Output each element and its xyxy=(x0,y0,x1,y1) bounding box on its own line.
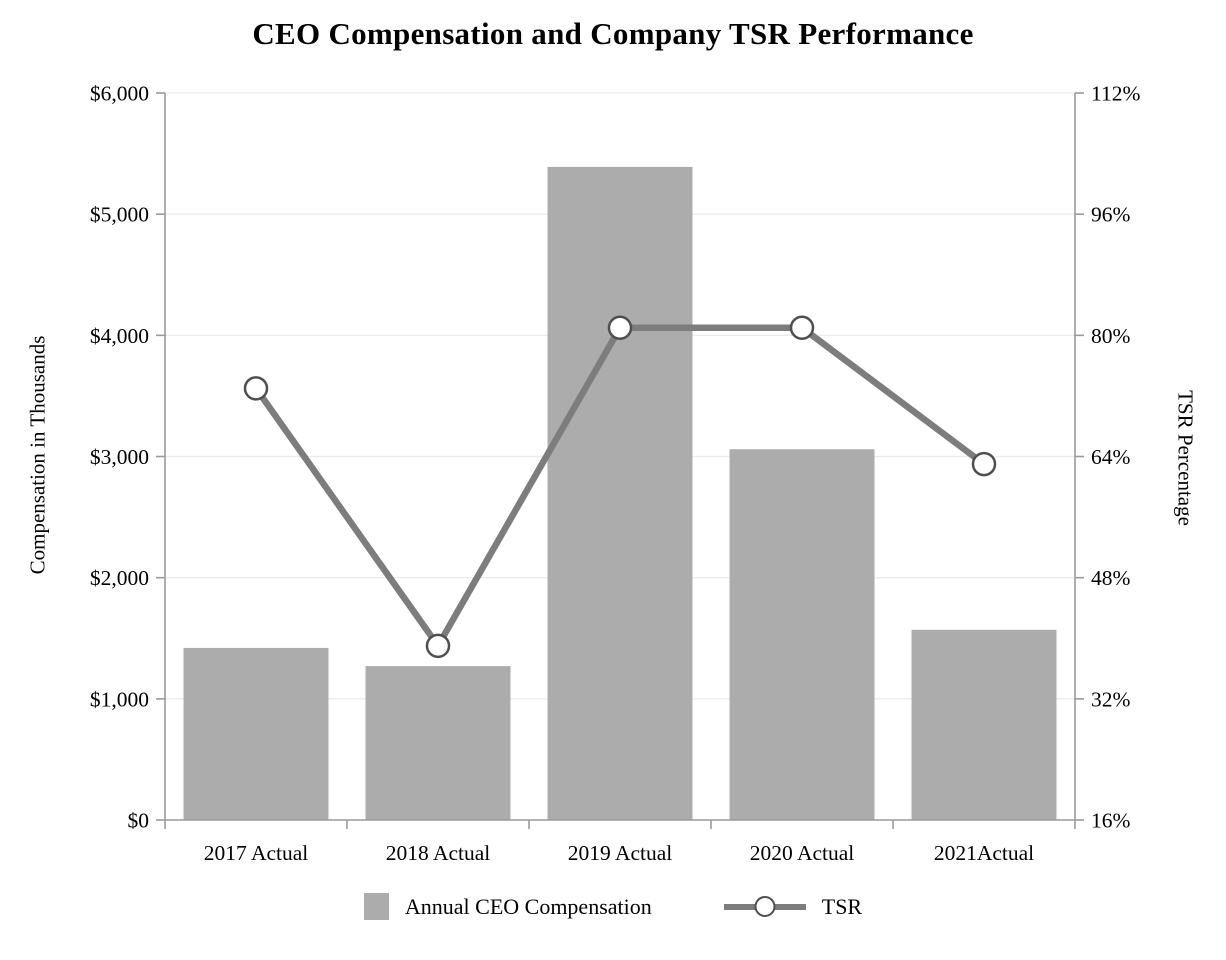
svg-text:2020 Actual: 2020 Actual xyxy=(750,841,855,865)
svg-text:64%: 64% xyxy=(1091,445,1131,469)
svg-text:2019 Actual: 2019 Actual xyxy=(568,841,673,865)
bar xyxy=(729,449,875,820)
tsr-marker xyxy=(243,376,269,401)
tsr-marker xyxy=(607,315,633,341)
line-marker-icon xyxy=(723,895,806,918)
svg-text:$3,000: $3,000 xyxy=(90,445,149,469)
legend-item-compensation: Annual CEO Compensation xyxy=(363,893,652,920)
svg-text:$5,000: $5,000 xyxy=(90,203,149,227)
legend-label-tsr: TSR xyxy=(821,893,863,919)
bar xyxy=(183,647,329,820)
legend-item-tsr: TSR xyxy=(723,893,863,920)
svg-text:$1,000: $1,000 xyxy=(90,687,149,711)
svg-text:$6,000: $6,000 xyxy=(90,82,149,106)
svg-text:2021Actual: 2021Actual xyxy=(934,841,1034,865)
svg-text:$4,000: $4,000 xyxy=(90,324,149,348)
legend-label-compensation: Annual CEO Compensation xyxy=(404,893,652,919)
tsr-marker xyxy=(789,315,815,341)
bar-swatch-icon xyxy=(363,893,389,920)
plot-area: $0 $1,000 $2,000 $3,000 $4,000 $5,000 $6,000 16… xyxy=(90,82,1141,866)
svg-text:2018 Actual: 2018 Actual xyxy=(386,841,491,865)
bar xyxy=(547,166,693,820)
svg-text:$0: $0 xyxy=(128,809,150,833)
chart-title: CEO Compensation and Company TSR Perform… xyxy=(252,16,974,51)
svg-text:$2,000: $2,000 xyxy=(90,566,149,590)
svg-text:48%: 48% xyxy=(1091,566,1131,590)
svg-text:112%: 112% xyxy=(1091,82,1140,106)
svg-text:2017 Actual: 2017 Actual xyxy=(204,841,309,865)
tsr-marker xyxy=(971,451,997,477)
bar xyxy=(911,629,1057,820)
tsr-marker xyxy=(425,633,451,659)
bar xyxy=(365,666,511,820)
svg-text:32%: 32% xyxy=(1091,687,1131,711)
svg-text:96%: 96% xyxy=(1091,203,1131,227)
svg-text:80%: 80% xyxy=(1091,324,1131,348)
svg-text:16%: 16% xyxy=(1091,809,1131,833)
legend: Annual CEO Compensation TSR xyxy=(0,893,1226,920)
